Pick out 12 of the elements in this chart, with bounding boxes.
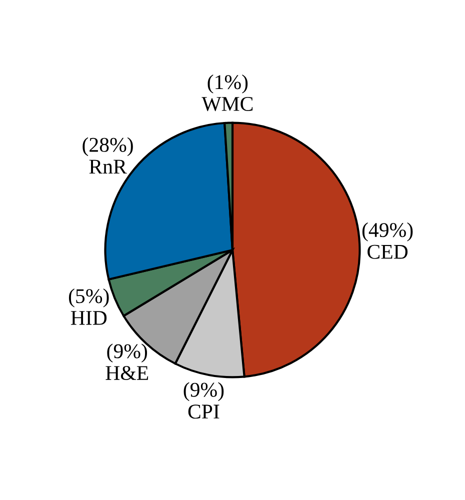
slice-label: H&E — [106, 366, 148, 380]
slice-label: RnR — [89, 160, 127, 174]
data-label: (9%) — [107, 344, 148, 362]
data-label: (5%) — [68, 288, 109, 308]
slice-label: WMC — [202, 96, 253, 112]
data-label: (28%) — [82, 137, 133, 156]
slice-label: HID — [70, 311, 107, 325]
data-label: (49%) — [362, 222, 413, 242]
data-label: (1%) — [208, 74, 248, 94]
data-label: (9%) — [184, 382, 224, 402]
slice-label: CPI — [188, 404, 220, 419]
slice-label: CED — [368, 244, 408, 259]
